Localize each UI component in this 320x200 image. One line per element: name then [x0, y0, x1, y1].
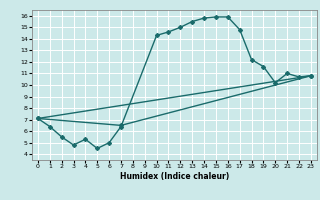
X-axis label: Humidex (Indice chaleur): Humidex (Indice chaleur) — [120, 172, 229, 181]
